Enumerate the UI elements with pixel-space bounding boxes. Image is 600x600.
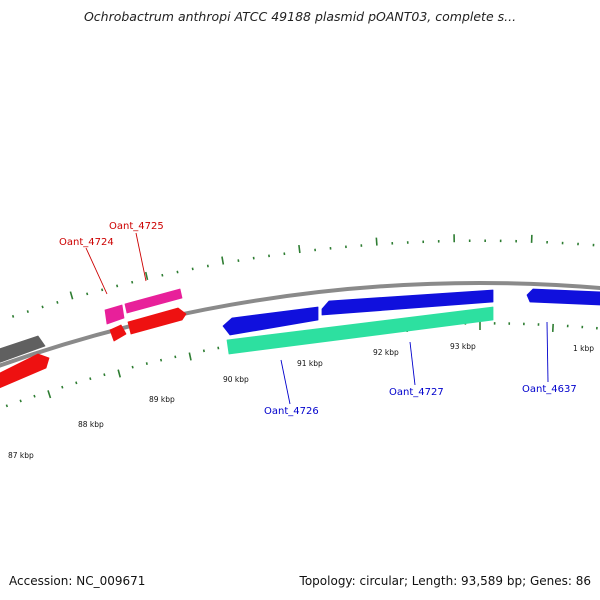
scale-label-1kbp: 1 kbp (573, 344, 594, 353)
scale-label-92kbp: 92 kbp (373, 348, 399, 357)
tick-mark (145, 362, 148, 365)
map-title: Ochrobactrum anthropi ATCC 49188 plasmid… (83, 9, 517, 24)
tick-mark (86, 292, 89, 296)
tick-mark (11, 314, 15, 318)
tick-mark (5, 404, 9, 408)
gene-label-oant-4725[interactable]: Oant_4725 (109, 221, 164, 232)
tick-mark (188, 352, 192, 361)
tick-mark (144, 271, 149, 281)
tick-mark (174, 355, 177, 359)
inner-tick-ring (5, 322, 598, 408)
tick-mark (221, 256, 225, 265)
gene-label-oant-4726[interactable]: Oant_4726 (264, 406, 319, 417)
gene-arrow-gray[interactable] (0, 335, 46, 366)
scale-label-88kbp: 88 kbp (78, 420, 104, 429)
tick-mark (41, 305, 44, 309)
gene-label-oant-4727[interactable]: Oant_4727 (389, 387, 444, 398)
gene-arrow-blue-4726[interactable] (222, 306, 319, 336)
accession-text: Accession: NC_009671 (9, 574, 146, 588)
gene-arrow-blue-4637[interactable] (526, 288, 600, 306)
tick-mark (69, 291, 74, 300)
tick-mark (26, 310, 29, 313)
tick-mark (117, 369, 122, 378)
tick-mark (131, 365, 134, 369)
gene-features (0, 288, 600, 392)
tick-mark (375, 237, 378, 246)
tick-mark (103, 373, 106, 377)
tick-mark (19, 399, 22, 403)
gene-label-oant-4724[interactable]: Oant_4724 (59, 237, 114, 248)
gene-arrow-red[interactable] (127, 307, 187, 335)
scale-label-87kbp: 87 kbp (8, 451, 34, 460)
tick-mark (298, 244, 301, 254)
gene-arrow-blue-4727[interactable] (321, 289, 494, 316)
scale-label-91kbp: 91 kbp (297, 359, 323, 368)
leader-oant-4727 (409, 341, 416, 386)
leader-oant-4726 (280, 359, 291, 405)
gene-label-oant-4637[interactable]: Oant_4637 (522, 384, 577, 395)
leader-oant-4725 (135, 232, 147, 282)
gene-arrow-pink-small[interactable] (104, 304, 125, 325)
tick-mark (47, 390, 52, 399)
leader-oant-4637 (546, 321, 549, 383)
topology-summary: Topology: circular; Length: 93,589 bp; G… (299, 574, 591, 588)
tick-mark (101, 288, 104, 292)
leader-oant-4724 (85, 247, 108, 295)
outer-tick-ring (11, 234, 595, 318)
gene-arrow-pink[interactable] (124, 288, 183, 314)
tick-mark (176, 270, 179, 274)
tick-mark (33, 394, 36, 398)
tick-mark (75, 381, 78, 385)
tick-mark (131, 280, 134, 284)
scale-label-89kbp: 89 kbp (149, 395, 175, 404)
tick-mark (116, 284, 119, 288)
gene-arrow-red-left[interactable] (0, 353, 50, 392)
scale-label-93kbp: 93 kbp (450, 342, 476, 351)
scale-label-90kbp: 90 kbp (223, 375, 249, 384)
tick-mark (159, 358, 163, 362)
tick-mark (61, 385, 64, 389)
tick-mark (56, 300, 59, 304)
gene-arrow-cyan[interactable] (226, 306, 494, 355)
gene-arrow-red-small[interactable] (109, 324, 127, 342)
plasmid-backbone (0, 281, 600, 368)
tick-mark (161, 273, 164, 277)
tick-mark (89, 377, 92, 381)
label-leader-lines (85, 232, 549, 405)
